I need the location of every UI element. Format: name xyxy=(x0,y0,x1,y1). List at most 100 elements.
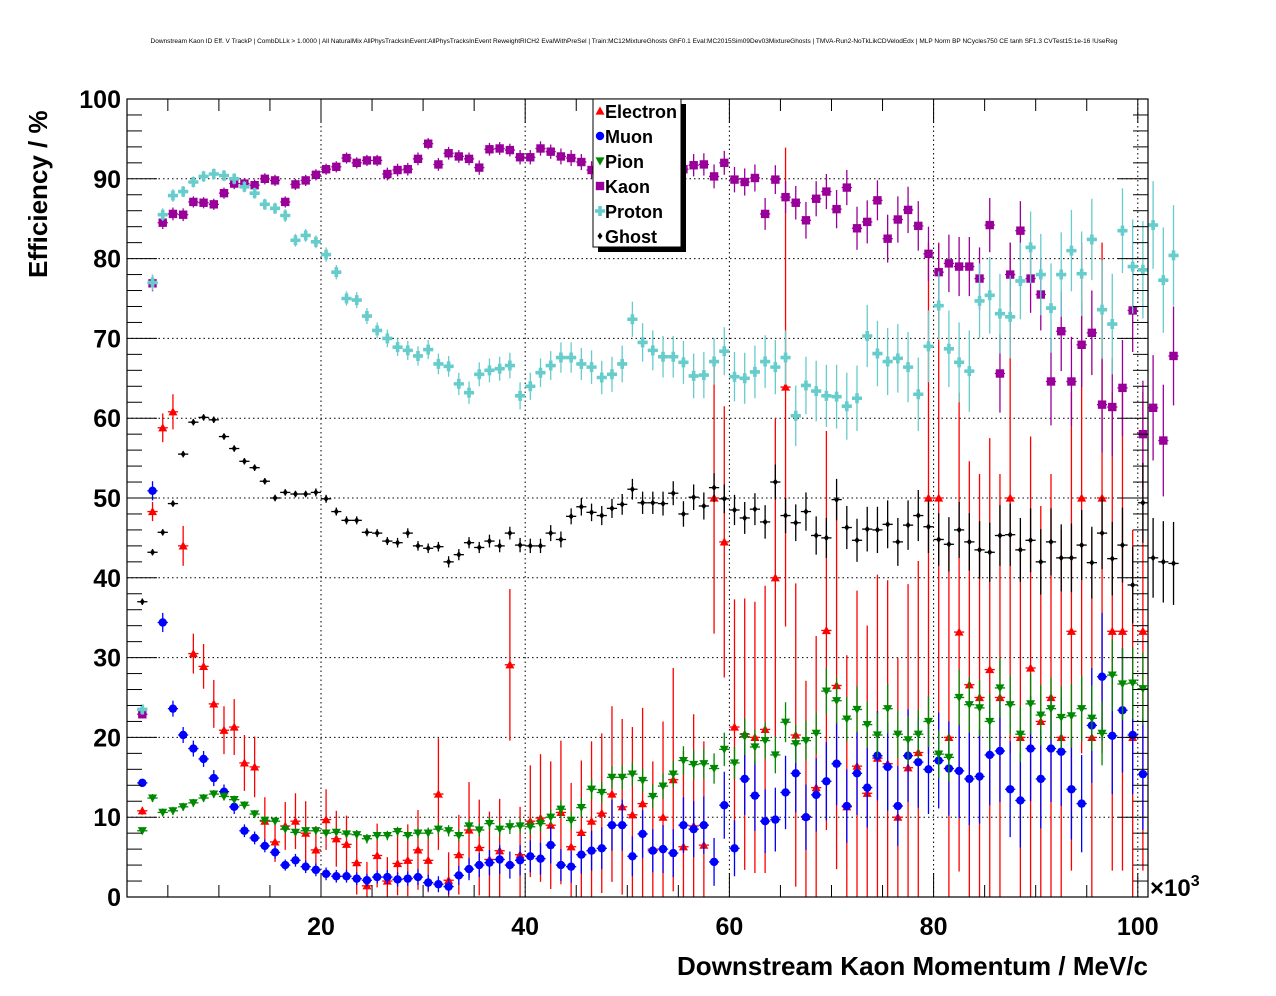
data-point xyxy=(966,538,972,546)
data-point xyxy=(915,512,921,520)
data-point xyxy=(219,188,229,198)
data-point xyxy=(934,750,944,759)
data-point xyxy=(150,548,156,556)
data-point xyxy=(372,872,382,882)
data-point xyxy=(189,197,198,207)
data-point xyxy=(568,512,574,520)
y-tick-label: 60 xyxy=(93,405,121,433)
data-point xyxy=(464,387,475,398)
data-point xyxy=(587,165,596,175)
data-point xyxy=(936,535,942,543)
data-point xyxy=(250,810,260,819)
data-point xyxy=(423,878,433,887)
data-point xyxy=(1026,700,1036,709)
data-point xyxy=(1079,541,1085,549)
data-point xyxy=(647,345,658,356)
data-point xyxy=(259,199,270,210)
data-point xyxy=(781,192,790,202)
data-point xyxy=(137,827,147,836)
data-point xyxy=(699,760,709,769)
data-point xyxy=(637,337,648,348)
data-point xyxy=(138,778,147,788)
data-point xyxy=(342,830,352,839)
axis-tick-labels: 0 10 20 30 40 50 60 70 80 90 100 20 40 60 80 100 xyxy=(79,86,1158,941)
data-point xyxy=(239,758,249,767)
data-point xyxy=(139,598,145,606)
data-point xyxy=(977,546,983,554)
data-point xyxy=(556,152,566,161)
data-point xyxy=(160,528,166,536)
data-point xyxy=(760,209,770,219)
data-point xyxy=(476,543,482,551)
data-point xyxy=(372,325,383,336)
data-point xyxy=(801,736,811,746)
data-point xyxy=(698,370,709,381)
x-tick-label: 80 xyxy=(920,913,948,941)
data-point xyxy=(352,874,361,883)
data-point xyxy=(454,850,464,859)
data-point xyxy=(301,862,310,871)
data-point xyxy=(310,236,321,247)
data-point xyxy=(311,170,321,180)
data-point xyxy=(282,488,288,496)
data-point xyxy=(280,210,291,221)
data-point xyxy=(689,760,699,770)
data-point xyxy=(188,176,199,187)
legend-label-proton: Proton xyxy=(605,202,663,222)
y-tick-label: 0 xyxy=(107,884,121,912)
data-point xyxy=(423,829,433,838)
data-point xyxy=(811,194,821,203)
data-point xyxy=(740,733,750,742)
data-point xyxy=(250,180,259,190)
data-point xyxy=(230,802,239,812)
data-point xyxy=(607,820,617,830)
data-point xyxy=(495,825,505,834)
data-point xyxy=(923,717,933,726)
data-point xyxy=(842,801,852,811)
legend-marker-ghost xyxy=(597,232,603,240)
data-point xyxy=(403,874,412,883)
data-point xyxy=(801,216,811,225)
data-point xyxy=(749,366,760,377)
data-point xyxy=(629,485,635,493)
data-point xyxy=(158,808,168,817)
data-point xyxy=(1036,711,1046,720)
data-point xyxy=(1036,774,1045,784)
data-point xyxy=(577,850,586,859)
data-point xyxy=(842,183,852,192)
data-point xyxy=(1127,261,1138,272)
data-point xyxy=(148,486,157,496)
data-point xyxy=(1171,559,1177,567)
data-point xyxy=(903,362,914,373)
data-point xyxy=(505,860,515,870)
data-point xyxy=(395,539,401,547)
data-point xyxy=(403,831,413,841)
data-point xyxy=(862,331,873,342)
data-point xyxy=(211,416,217,424)
y-tick-label: 90 xyxy=(93,166,121,194)
data-point xyxy=(321,829,331,838)
data-point xyxy=(219,792,229,801)
data-point xyxy=(158,618,167,627)
data-point xyxy=(497,542,503,550)
data-point xyxy=(342,872,351,881)
data-point xyxy=(791,740,801,749)
data-point xyxy=(536,854,545,863)
data-point xyxy=(178,803,188,812)
data-point xyxy=(1038,558,1044,566)
data-point xyxy=(944,753,954,762)
data-point xyxy=(495,855,504,864)
data-point xyxy=(252,464,258,472)
data-point xyxy=(586,362,597,373)
data-point xyxy=(752,505,758,513)
data-point xyxy=(374,529,380,537)
data-point xyxy=(147,277,158,288)
chart-title: Downstream Kaon ID Eff. V TrackP | CombD… xyxy=(151,38,1118,45)
x-tick-label: 60 xyxy=(715,913,743,941)
data-point xyxy=(903,205,913,215)
data-point xyxy=(168,407,178,416)
data-point xyxy=(793,519,799,527)
data-point xyxy=(640,499,646,507)
data-point xyxy=(862,721,872,730)
data-point xyxy=(791,769,800,778)
